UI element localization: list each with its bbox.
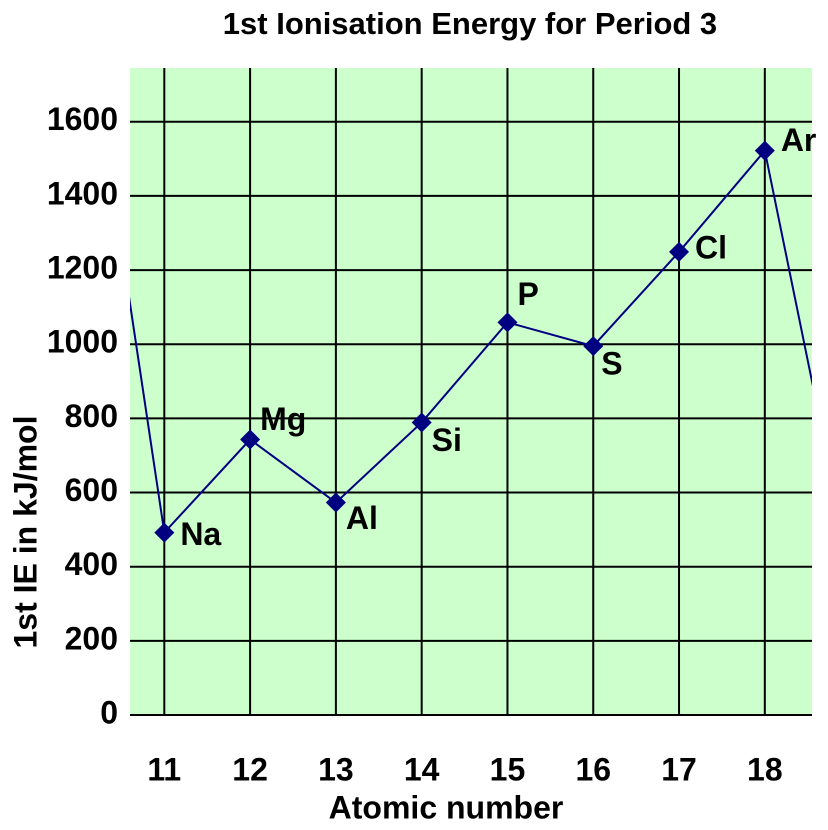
data-point [583,336,604,357]
x-tick-label: 16 [575,751,611,787]
point-label: Al [346,500,378,536]
x-axis-label: Atomic number [329,789,564,825]
y-axis-label: 1st IE in kJ/mol [7,416,43,649]
plot-clip [130,140,812,543]
y-tick-label: 0 [100,694,118,730]
x-tick-label: 14 [404,751,440,787]
point-label: Cl [695,229,727,265]
data-point [325,492,346,513]
x-tick-label: 17 [661,751,697,787]
x-tick-label: 11 [147,751,181,787]
data-point [154,522,175,543]
y-tick-label: 1400 [47,175,118,211]
point-label: Ar [781,122,817,158]
data-point [240,429,261,450]
y-tick-label: 600 [65,472,118,508]
y-tick-label: 1200 [47,250,118,286]
x-tick-label: 18 [747,751,783,787]
data-point [497,312,518,333]
y-tick-label: 200 [65,620,118,656]
y-tick-label: 1000 [47,324,118,360]
x-tick-label: 15 [490,751,526,787]
x-tick-label: 13 [318,751,354,787]
data-line [130,148,812,535]
plot-background [130,68,812,715]
point-label: Na [180,516,221,552]
y-tick-label: 400 [65,546,118,582]
y-tick-label: 800 [65,398,118,434]
point-label: P [517,276,538,312]
data-point [669,241,690,262]
data-point [411,412,432,433]
x-tick-label: 12 [232,751,268,787]
point-label: Si [432,422,462,458]
point-label: S [601,346,622,382]
data-point [754,140,775,161]
y-tick-label: 1600 [47,101,118,137]
chart-title: 1st Ionisation Energy for Period 3 [223,6,717,41]
point-label: Mg [260,401,306,437]
